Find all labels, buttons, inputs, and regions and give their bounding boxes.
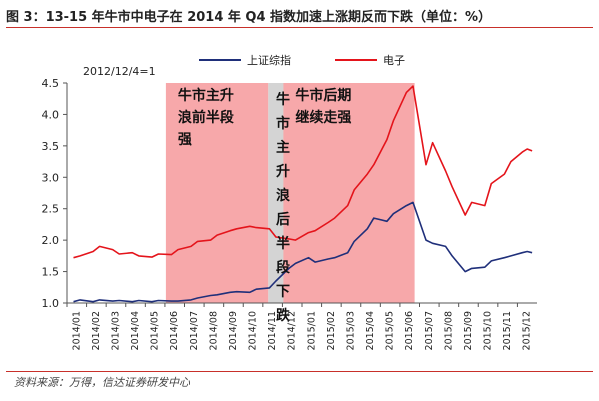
- x-tick-label: 2014/07: [189, 311, 200, 350]
- y-tick-label: 4.0: [42, 108, 60, 121]
- source-note: 资料来源：万得，信达证券研发中心: [14, 376, 190, 389]
- base-note: 2012/12/4=1: [83, 65, 156, 78]
- x-tick-label: 2015/02: [326, 311, 337, 350]
- x-tick-label: 2014/04: [130, 311, 141, 350]
- annotation-label-3: 牛市后期继续走强: [295, 87, 351, 126]
- axes: [63, 82, 537, 307]
- series-line-2: [73, 85, 533, 259]
- x-tick-label: 2014/12: [287, 311, 298, 350]
- x-tick-label: 2015/05: [385, 311, 396, 350]
- x-tick-label: 2014/03: [110, 311, 121, 350]
- x-tick-label: 2015/09: [463, 311, 474, 350]
- x-tick-label: 2015/12: [522, 311, 533, 350]
- source-rule: [6, 371, 593, 372]
- annotation-band-1: [165, 83, 269, 303]
- y-tick-label: 1.5: [42, 266, 60, 279]
- legend-label-2: 电子: [383, 54, 405, 67]
- figure-title: 图 3：13-15 年牛市中电子在 2014 年 Q4 指数加速上涨期反而下跌（…: [6, 10, 492, 25]
- x-tick-label: 2014/05: [150, 311, 161, 350]
- annotation-bands: [165, 83, 415, 303]
- y-tick-label: 2.5: [42, 203, 60, 216]
- y-tick-label: 3.0: [42, 171, 60, 184]
- x-tick-label: 2015/06: [404, 311, 415, 350]
- y-tick-label: 4.5: [42, 77, 60, 90]
- series-lines: [73, 85, 533, 303]
- x-tick-label: 2014/02: [91, 311, 102, 350]
- x-tick-label: 2014/01: [71, 311, 82, 350]
- x-tick-label: 2015/08: [443, 311, 454, 350]
- x-tick-label: 2015/10: [483, 311, 494, 350]
- annotation-label-1: 牛市主升浪前半段强: [178, 87, 234, 148]
- annotation-band-3: [283, 83, 415, 303]
- x-tick-label: 2014/10: [248, 311, 259, 350]
- x-tick-label: 2014/11: [267, 311, 278, 350]
- y-tick-label: 3.5: [42, 140, 60, 153]
- x-tick-label: 2014/09: [228, 311, 239, 350]
- x-tick-label: 2015/03: [345, 311, 356, 350]
- series-line-1: [73, 201, 533, 303]
- x-tick-label: 2015/01: [306, 311, 317, 350]
- y-tick-label: 1.0: [42, 297, 60, 310]
- y-tick-label: 2.0: [42, 234, 60, 247]
- x-tick-label: 2014/06: [169, 311, 180, 350]
- title-rule: [6, 27, 593, 28]
- x-tick-label: 2015/07: [424, 311, 435, 350]
- x-tick-label: 2015/04: [365, 311, 376, 350]
- x-tick-label: 2015/11: [502, 311, 513, 350]
- legend-label-1: 上证综指: [247, 53, 291, 67]
- x-tick-label: 2014/08: [208, 311, 219, 350]
- annotation-label-2: 牛市主升浪后半段下跌: [276, 91, 291, 324]
